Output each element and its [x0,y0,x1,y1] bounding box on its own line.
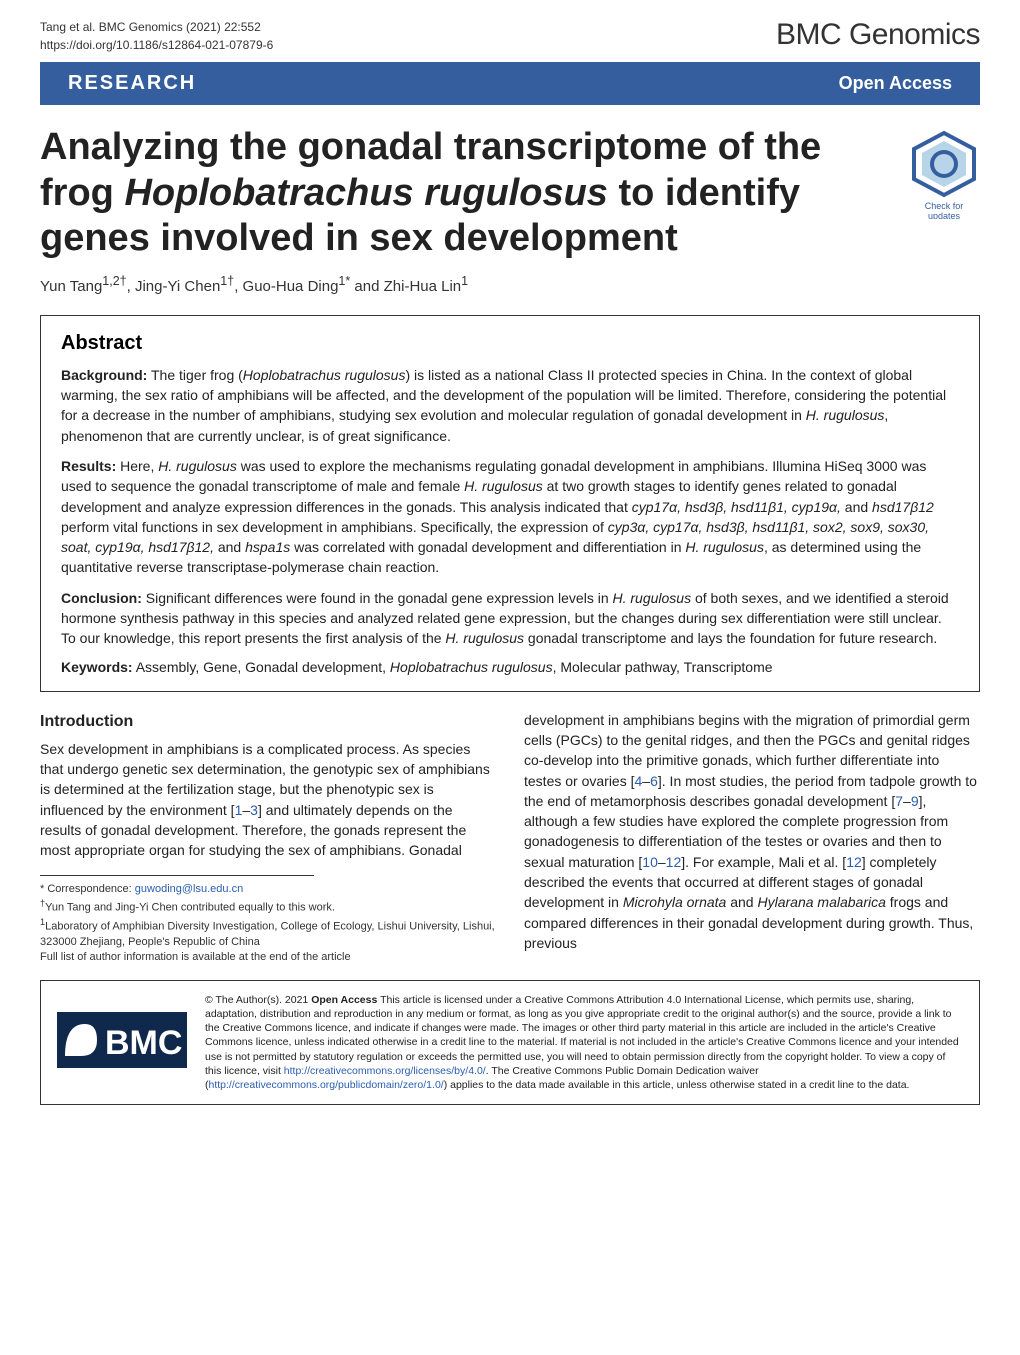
keywords-text: Assembly, Gene, Gonadal development, Hop… [133,659,773,675]
conclusion-label: Conclusion: [61,590,142,606]
footnote-affil-1: 1Laboratory of Amphibian Diversity Inves… [40,916,496,950]
citation-line-1: Tang et al. BMC Genomics (2021) 22:552 [40,18,273,36]
abstract-background: Background: The tiger frog (Hoplobatrach… [61,365,959,446]
header-bar: Tang et al. BMC Genomics (2021) 22:552 h… [0,0,1020,62]
svg-text:Check for: Check for [925,201,964,211]
results-label: Results: [61,458,116,474]
license-footer: BMC © The Author(s). 2021 Open Access Th… [40,980,980,1105]
abstract-heading: Abstract [61,332,959,355]
authors-line: Yun Tang1,2†, Jing-Yi Chen1†, Guo-Hua Di… [0,270,1020,307]
banner-right: Open Access [839,73,952,94]
footnote-full-list: Full list of author information is avail… [40,950,496,965]
check-updates-badge[interactable]: Check for updates [908,129,980,224]
intro-paragraph-1: Sex development in amphibians is a compl… [40,739,496,861]
bmc-logo: BMC [57,1012,187,1073]
col-right: development in amphibians begins with th… [524,710,980,966]
footnote-correspondence: * Correspondence: guwoding@lsu.edu.cn [40,882,496,897]
intro-paragraph-2: development in amphibians begins with th… [524,710,980,954]
citation-line-2: https://doi.org/10.1186/s12864-021-07879… [40,36,273,54]
body-columns: Introduction Sex development in amphibia… [0,710,1020,966]
footnote-equal: †Yun Tang and Jing-Yi Chen contributed e… [40,897,496,916]
abstract-conclusion: Conclusion: Significant differences were… [61,588,959,649]
journal-brand: BMC Genomics [776,18,980,52]
footnote-separator [40,875,314,876]
license-text: © The Author(s). 2021 Open Access This a… [205,993,963,1092]
background-label: Background: [61,367,147,383]
title-block: Analyzing the gonadal transcriptome of t… [0,105,1020,270]
intro-heading: Introduction [40,710,496,733]
banner-left: RESEARCH [68,72,196,95]
citation-block: Tang et al. BMC Genomics (2021) 22:552 h… [40,18,273,54]
background-text: The tiger frog (Hoplobatrachus rugulosus… [61,367,946,444]
article-type-banner: RESEARCH Open Access [40,62,980,105]
abstract-results: Results: Here, H. rugulosus was used to … [61,456,959,578]
article-title: Analyzing the gonadal transcriptome of t… [40,125,896,262]
conclusion-text: Significant differences were found in th… [61,590,949,647]
abstract-box: Abstract Background: The tiger frog (Hop… [40,315,980,692]
keywords-label: Keywords: [61,659,133,675]
footnotes: * Correspondence: guwoding@lsu.edu.cn †Y… [40,882,496,966]
svg-text:updates: updates [928,211,961,219]
col-left: Introduction Sex development in amphibia… [40,710,496,966]
results-text: Here, H. rugulosus was used to explore t… [61,458,934,575]
keywords: Keywords: Assembly, Gene, Gonadal develo… [61,659,959,675]
svg-text:BMC: BMC [105,1024,182,1062]
